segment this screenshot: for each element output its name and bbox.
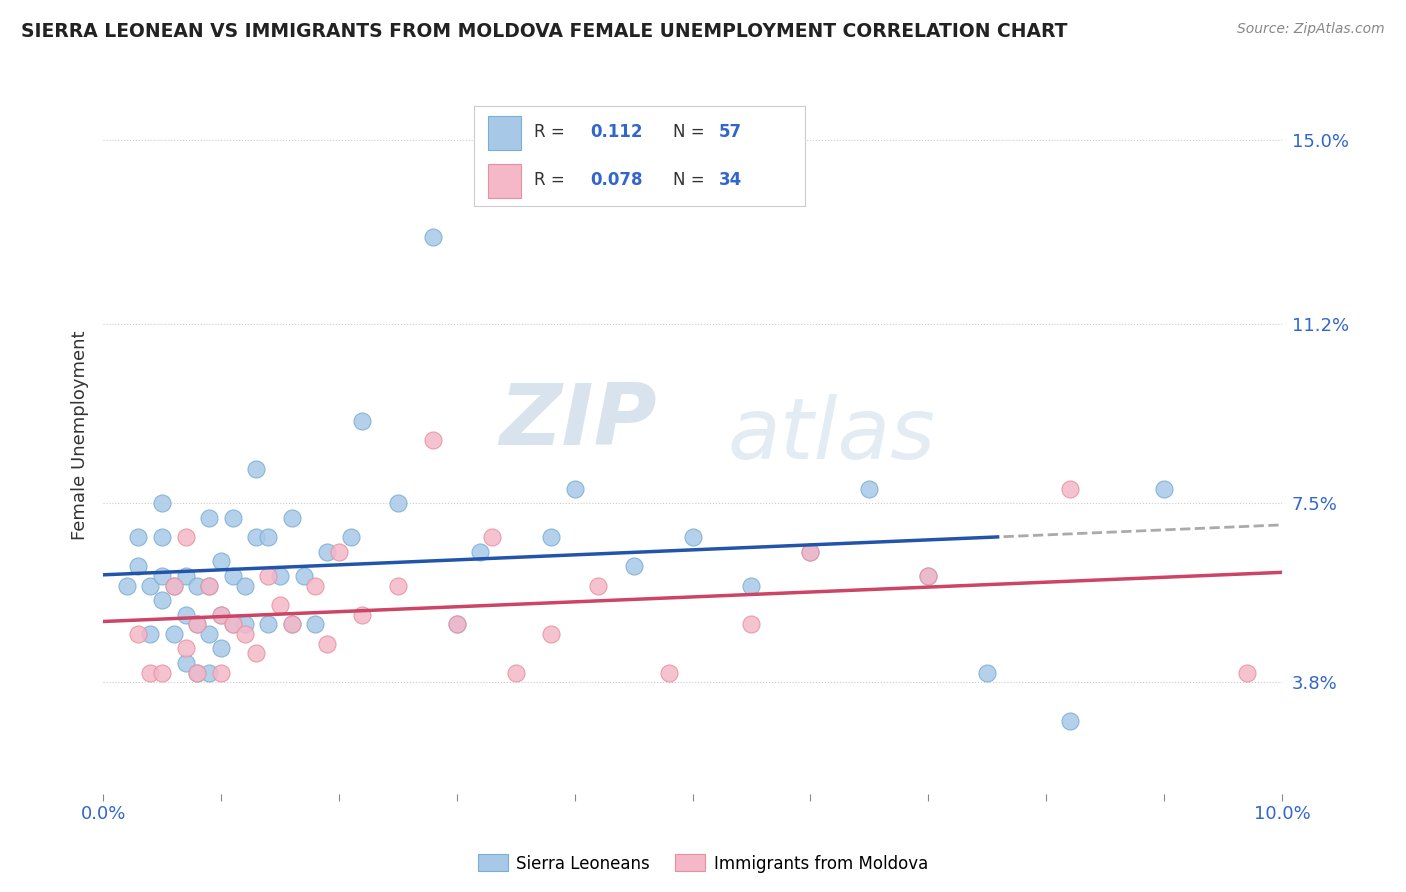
Point xyxy=(222,511,245,525)
Point xyxy=(1059,482,1081,496)
Point xyxy=(292,569,315,583)
Point xyxy=(586,578,609,592)
Point xyxy=(422,434,444,448)
Point xyxy=(233,617,256,632)
Point xyxy=(222,569,245,583)
Point xyxy=(470,545,492,559)
Point xyxy=(150,496,173,510)
Point xyxy=(139,665,162,680)
Point xyxy=(917,569,939,583)
Point xyxy=(209,554,232,568)
Point xyxy=(257,617,280,632)
Point xyxy=(174,656,197,670)
Point xyxy=(186,665,208,680)
Point xyxy=(209,641,232,656)
Point xyxy=(540,530,562,544)
Point xyxy=(128,627,150,641)
Point xyxy=(245,462,267,476)
Point xyxy=(623,559,645,574)
Point xyxy=(352,607,374,622)
Point xyxy=(540,627,562,641)
Point xyxy=(858,482,880,496)
Text: ZIP: ZIP xyxy=(499,380,657,463)
Point xyxy=(222,617,245,632)
Point xyxy=(233,578,256,592)
Point xyxy=(658,665,681,680)
Point xyxy=(280,511,302,525)
Point xyxy=(174,607,197,622)
Point xyxy=(505,665,527,680)
Point xyxy=(186,617,208,632)
Point xyxy=(352,414,374,428)
Point xyxy=(245,530,267,544)
Point xyxy=(150,593,173,607)
Point xyxy=(799,545,821,559)
Point xyxy=(186,665,208,680)
Point xyxy=(505,172,527,186)
Point xyxy=(316,637,339,651)
Text: atlas: atlas xyxy=(728,394,936,477)
Point xyxy=(1153,482,1175,496)
Point xyxy=(198,665,221,680)
Point xyxy=(799,545,821,559)
Point xyxy=(682,530,704,544)
Point xyxy=(150,569,173,583)
Point xyxy=(387,578,409,592)
Point xyxy=(245,646,267,660)
Point xyxy=(186,578,208,592)
Point xyxy=(269,569,291,583)
Point xyxy=(1059,714,1081,728)
Point xyxy=(174,530,197,544)
Point xyxy=(163,578,186,592)
Point xyxy=(339,530,361,544)
Point xyxy=(209,665,232,680)
Point xyxy=(209,607,232,622)
Point xyxy=(150,530,173,544)
Y-axis label: Female Unemployment: Female Unemployment xyxy=(72,331,89,541)
Point xyxy=(316,545,339,559)
Point xyxy=(917,569,939,583)
Point xyxy=(280,617,302,632)
Point xyxy=(186,617,208,632)
Text: Source: ZipAtlas.com: Source: ZipAtlas.com xyxy=(1237,22,1385,37)
Point xyxy=(446,617,468,632)
Point xyxy=(128,559,150,574)
Point xyxy=(304,617,326,632)
Point xyxy=(174,641,197,656)
Text: SIERRA LEONEAN VS IMMIGRANTS FROM MOLDOVA FEMALE UNEMPLOYMENT CORRELATION CHART: SIERRA LEONEAN VS IMMIGRANTS FROM MOLDOV… xyxy=(21,22,1067,41)
Point xyxy=(481,530,503,544)
Point xyxy=(198,511,221,525)
Point xyxy=(740,617,762,632)
Point xyxy=(198,627,221,641)
Point xyxy=(304,578,326,592)
Point xyxy=(115,578,138,592)
Point xyxy=(1236,665,1258,680)
Point xyxy=(257,569,280,583)
Point xyxy=(976,665,998,680)
Point xyxy=(209,607,232,622)
Point xyxy=(163,627,186,641)
Point xyxy=(446,617,468,632)
Point xyxy=(139,627,162,641)
Point xyxy=(564,482,586,496)
Point xyxy=(139,578,162,592)
Point xyxy=(222,617,245,632)
Point xyxy=(198,578,221,592)
Point xyxy=(150,665,173,680)
Point xyxy=(163,578,186,592)
Legend: Sierra Leoneans, Immigrants from Moldova: Sierra Leoneans, Immigrants from Moldova xyxy=(471,847,935,880)
Point xyxy=(233,627,256,641)
Point xyxy=(174,569,197,583)
Point xyxy=(328,545,350,559)
Point xyxy=(128,530,150,544)
Point xyxy=(740,578,762,592)
Point xyxy=(387,496,409,510)
Point xyxy=(257,530,280,544)
Point xyxy=(269,598,291,612)
Point xyxy=(280,617,302,632)
Point xyxy=(198,578,221,592)
Point xyxy=(422,230,444,244)
